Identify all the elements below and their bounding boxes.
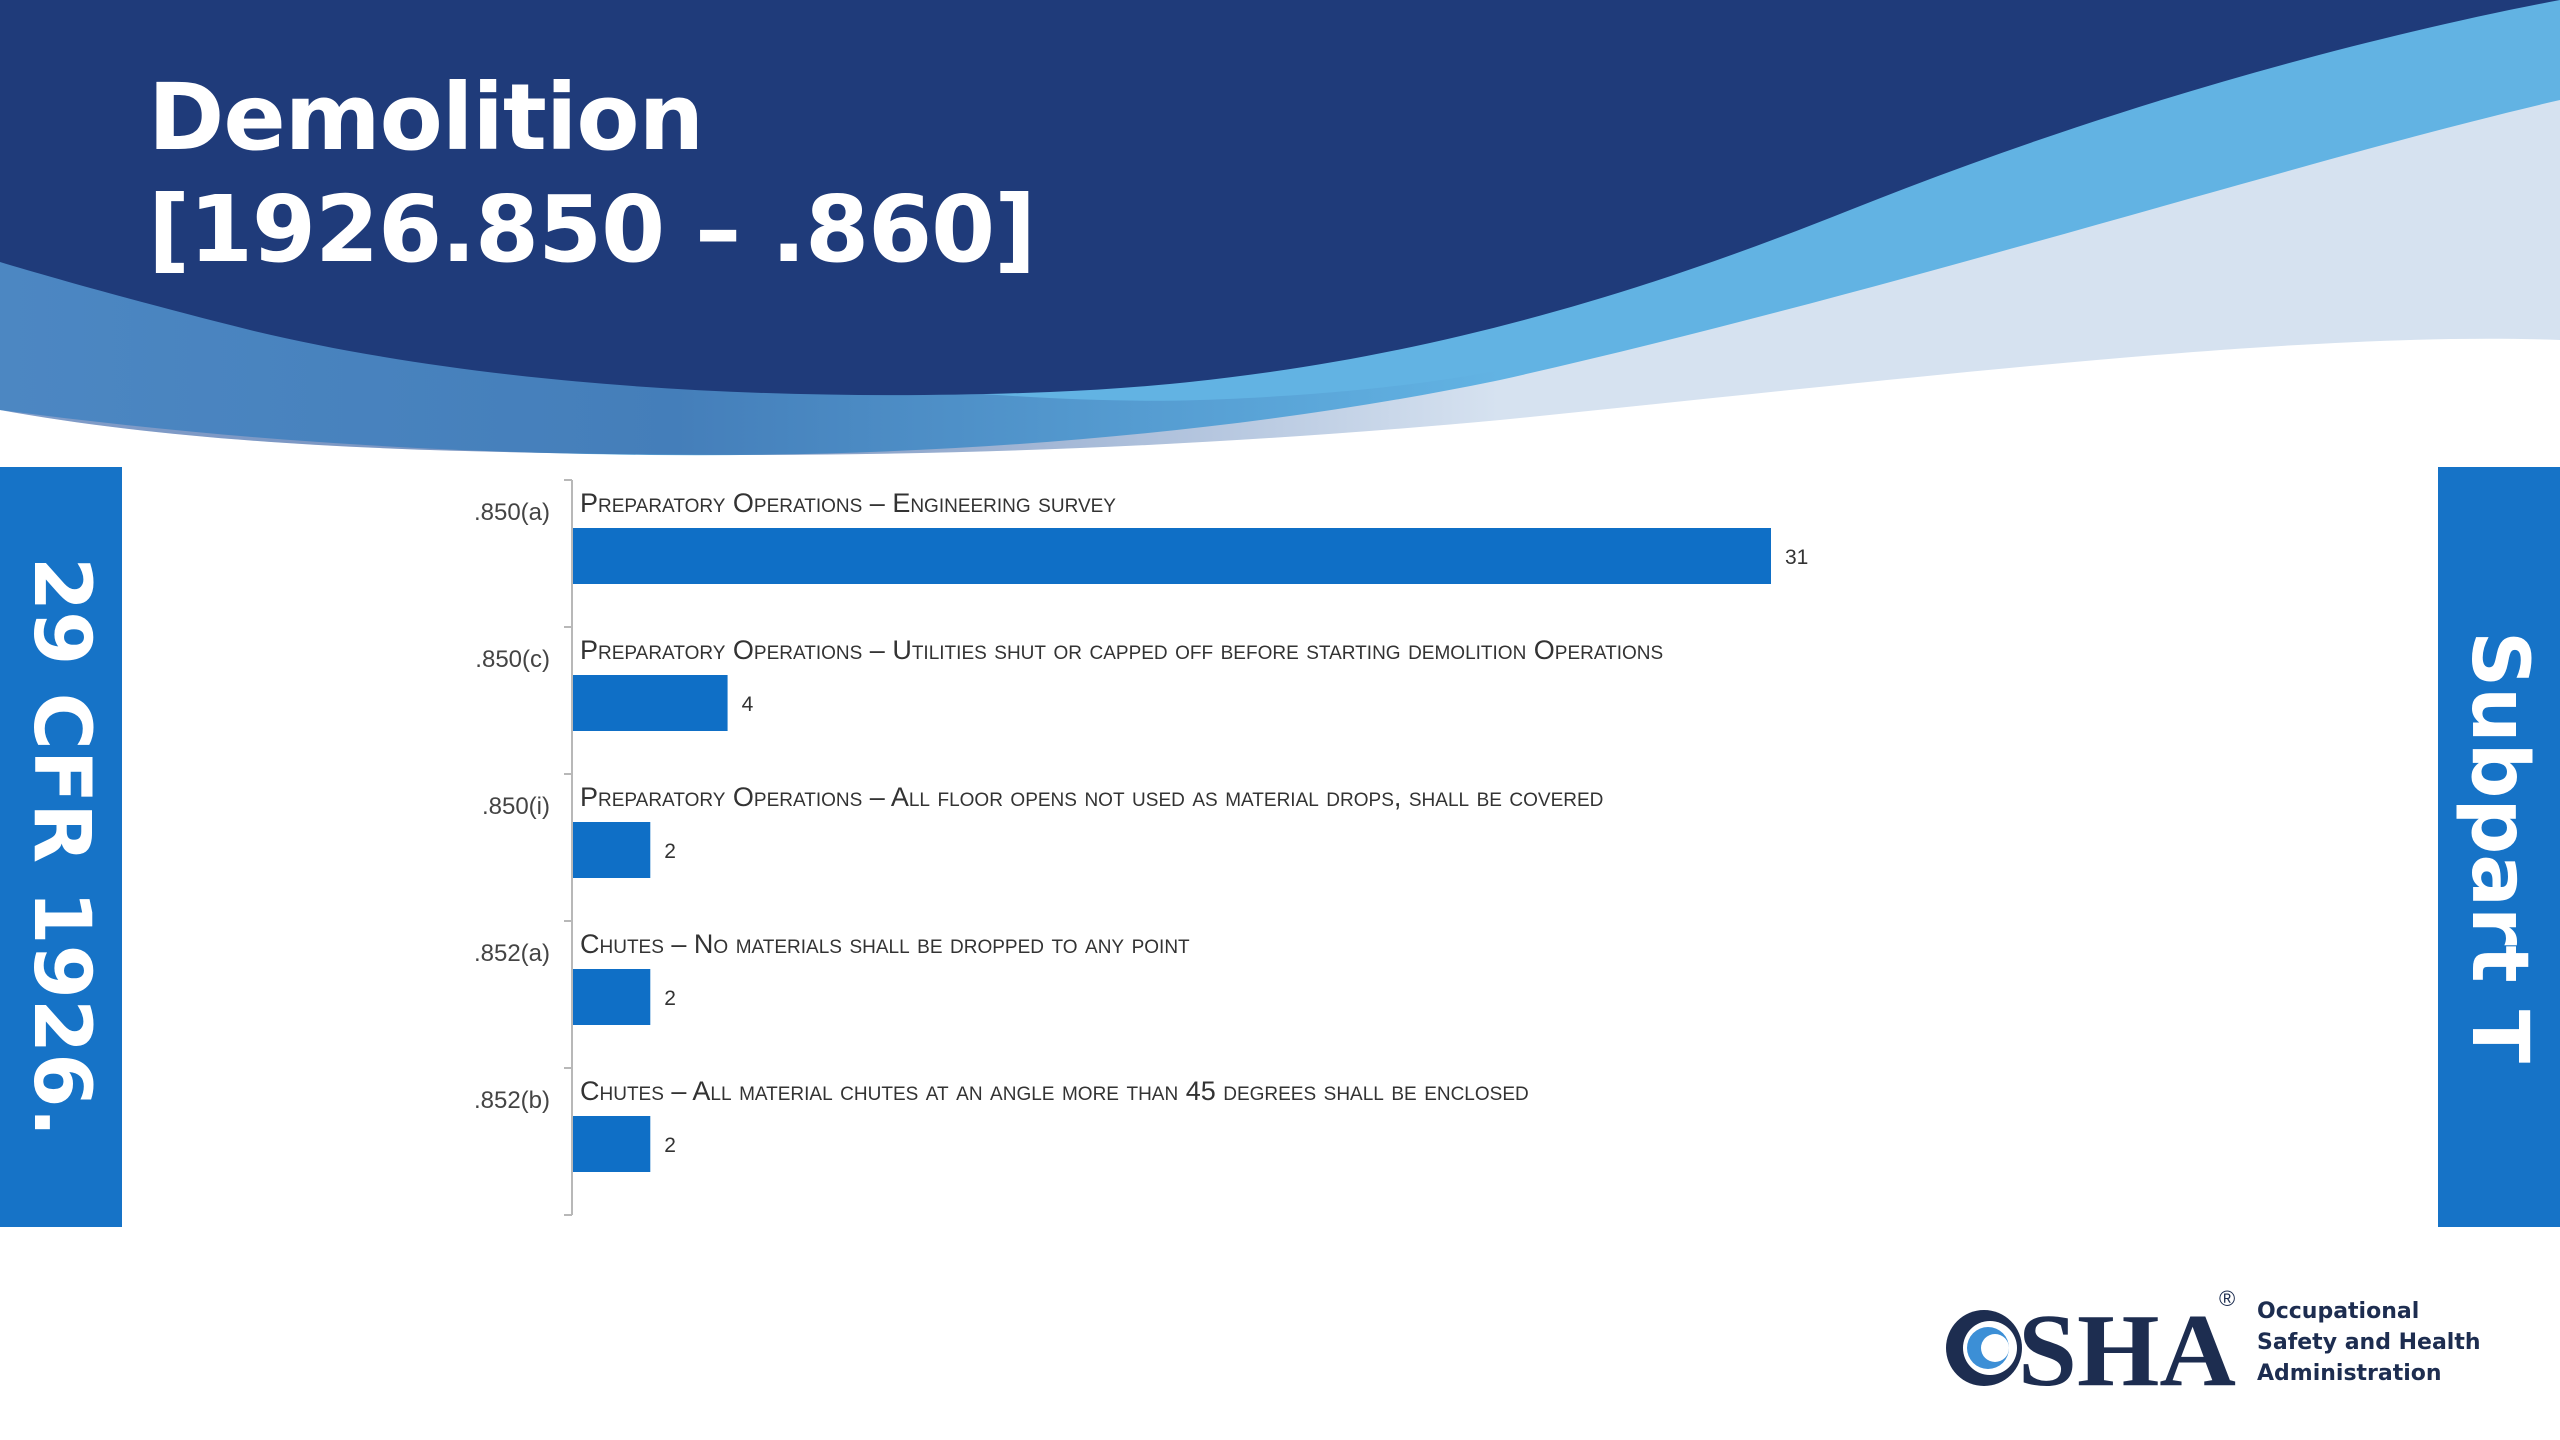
category-tick-label: .850(a) (474, 499, 550, 526)
registered-mark: ® (2219, 1286, 2236, 1311)
left-side-tab: 29 CFR 1926. (0, 467, 122, 1227)
category-tick-label: .852(a) (474, 940, 550, 967)
bar-value-label: 2 (664, 987, 676, 1010)
bar-value-label: 2 (664, 1134, 676, 1157)
bar-value-label: 31 (1785, 546, 1808, 569)
category-description-label: Chutes – All material chutes at an angle… (580, 1076, 1529, 1106)
bar (573, 969, 651, 1025)
osha-logo-mark: SHA (1946, 1298, 2236, 1398)
bar (573, 1116, 651, 1172)
category-tick-label: .850(i) (482, 793, 550, 820)
bar-value-label: 2 (664, 840, 676, 863)
bar (573, 675, 728, 731)
right-side-tab: Subpart T (2438, 467, 2560, 1227)
osha-tagline-line-1: Occupational (2257, 1299, 2420, 1324)
category-description-label: Preparatory Operations – Utilities shut … (580, 635, 1663, 665)
slide-title-line-1: Demolition (148, 64, 704, 171)
category-tick-label: .850(c) (475, 646, 550, 673)
category-tick-label: .852(b) (474, 1087, 550, 1114)
category-description-label: Preparatory Operations – Engineering sur… (580, 488, 1116, 518)
osha-tagline: Occupational Safety and Health Administr… (2257, 1296, 2481, 1389)
osha-logo: SHA ® Occupational Safety and Health Adm… (1942, 1286, 2482, 1398)
category-description-label: Chutes – No materials shall be dropped t… (580, 929, 1190, 959)
svg-text:SHA: SHA (2018, 1298, 2236, 1398)
osha-tagline-line-2: Safety and Health (2257, 1330, 2481, 1355)
bar (573, 528, 1771, 584)
osha-tagline-line-3: Administration (2257, 1361, 2442, 1386)
category-description-label: Preparatory Operations – All floor opens… (580, 782, 1603, 812)
bar-value-label: 4 (742, 693, 754, 716)
slide-title-line-2: [1926.850 – .860] (148, 176, 1036, 283)
slide-title: Demolition [1926.850 – .860] (148, 62, 1036, 286)
header-wave-background (0, 0, 2560, 460)
bar (573, 822, 651, 878)
